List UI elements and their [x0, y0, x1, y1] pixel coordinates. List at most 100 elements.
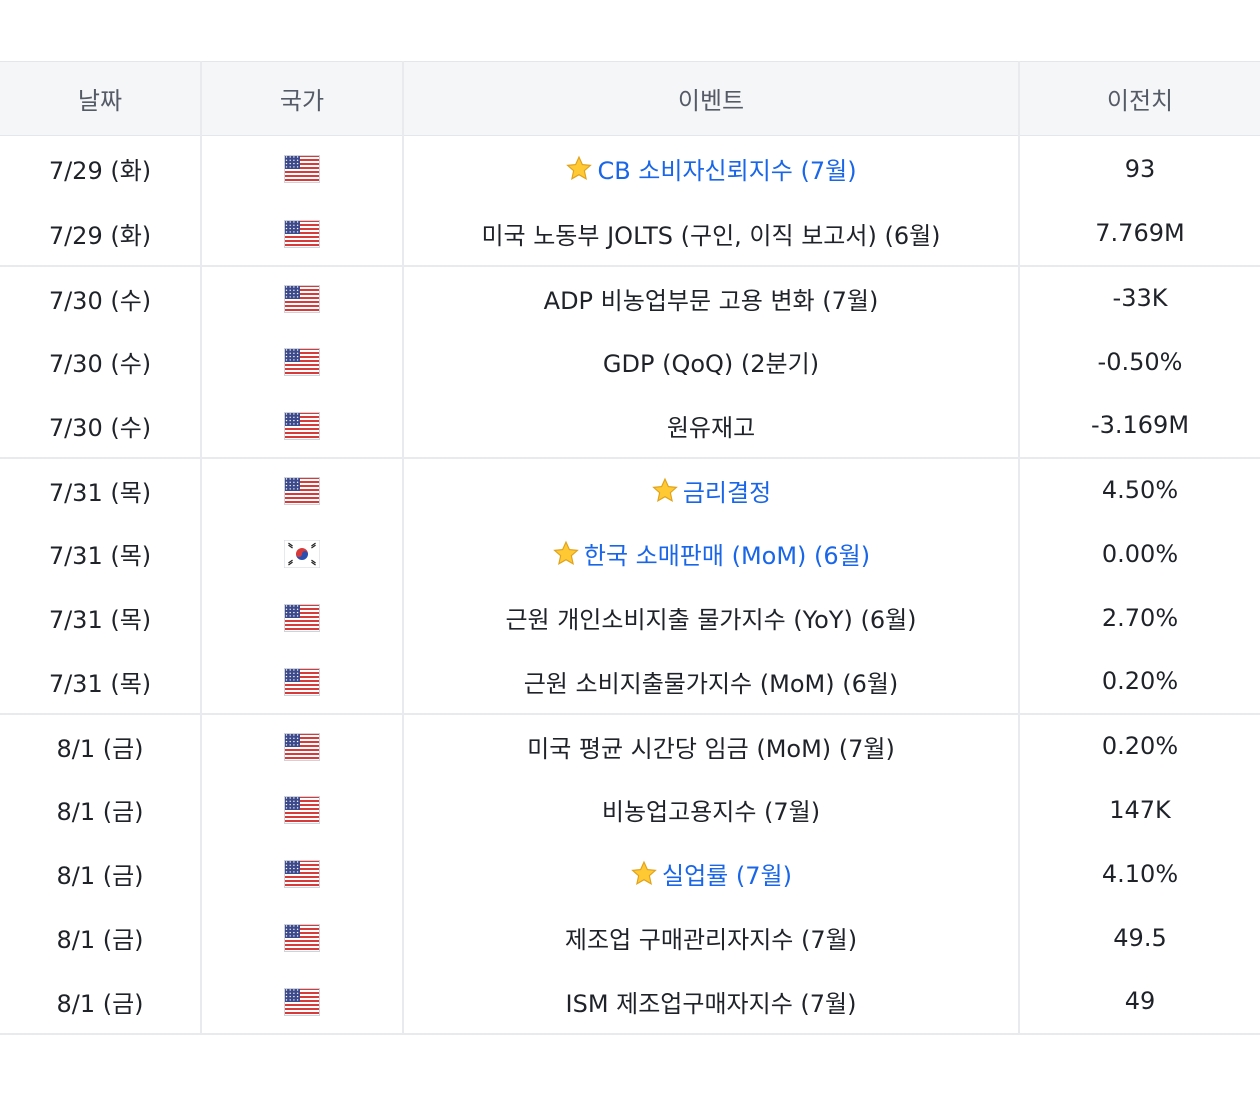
- date-cell: 8/1 (금): [0, 905, 202, 970]
- table-row[interactable]: 7/29 (화) CB 소비자신뢰지수 (7월) 93: [0, 135, 1260, 202]
- previous-value-cell: 147K: [1109, 795, 1171, 824]
- us-flag-icon: [284, 476, 320, 505]
- table-row[interactable]: 7/30 (수) ADP 비농업부문 고용 변화 (7월) -33K: [0, 264, 1260, 330]
- kr-flag-icon: [284, 540, 320, 568]
- country-cell: [201, 777, 404, 842]
- event-label: ISM 제조업구매자지수 (7월): [565, 989, 857, 1018]
- us-flag-icon: [284, 987, 320, 1016]
- date-cell: 7/29 (화): [0, 201, 202, 266]
- important-event-link[interactable]: 실업률 (7월): [662, 862, 792, 890]
- previous-value-cell: -33K: [1019, 264, 1260, 330]
- previous-value-cell: 4.10%: [1101, 859, 1179, 888]
- event-label: 원유재고: [666, 413, 756, 442]
- economic-calendar: 날짜 국가 이벤트 이전치 7/29 (화) CB 소비자신뢰지수 (7월) 93 7…: [0, 61, 1260, 1035]
- date-cell: 7/31 (목): [0, 456, 202, 522]
- table-row[interactable]: 8/1 (금) 비농업고용지수 (7월) 147K: [0, 777, 1260, 842]
- event-label: 근원 소비지출물가지수 (MoM) (6월): [523, 669, 899, 698]
- event-label: 근원 개인소비지출 물가지수 (YoY) (6월): [505, 606, 917, 634]
- event-label: 미국 노동부 JOLTS (구인, 이직 보고서) (6월): [481, 221, 941, 250]
- important-event-link[interactable]: 한국 소매판매 (MoM) (6월): [583, 542, 871, 570]
- date-cell: 7/29 (화): [0, 135, 202, 202]
- country-cell: [201, 585, 404, 650]
- previous-value-cell: 2.70%: [1101, 603, 1179, 632]
- previous-value-cell: -0.50%: [1097, 347, 1183, 376]
- date-cell: 7/31 (목): [0, 585, 202, 650]
- table-row[interactable]: 7/30 (수) GDP (QoQ) (2분기) -0.50%: [0, 329, 1260, 394]
- event-cell[interactable]: 금리결정: [403, 456, 1020, 522]
- event-cell: 제조업 구매관리자지수 (7월): [403, 905, 1020, 970]
- us-flag-icon: [284, 219, 320, 248]
- event-label: GDP (QoQ) (2분기): [602, 350, 820, 378]
- event-cell[interactable]: CB 소비자신뢰지수 (7월): [403, 135, 1020, 202]
- event-label: 미국 평균 시간당 임금 (MoM) (7월): [527, 734, 895, 763]
- date-cell: 8/1 (금): [0, 712, 202, 778]
- country-cell: [201, 649, 404, 714]
- us-flag-icon: [284, 155, 320, 184]
- date-cell: 8/1 (금): [0, 841, 202, 906]
- important-event-link[interactable]: 금리결정: [682, 478, 772, 507]
- us-flag-icon: [284, 667, 320, 696]
- table-row[interactable]: 8/1 (금) 실업률 (7월) 4.10%: [0, 841, 1260, 906]
- table-row[interactable]: 8/1 (금) 제조업 구매관리자지수 (7월) 49.5: [0, 905, 1260, 970]
- us-flag-icon: [284, 796, 320, 824]
- previous-value-cell: 0.20%: [1101, 667, 1179, 695]
- us-flag-icon: [284, 411, 320, 440]
- previous-value-cell: -3.169M: [1090, 411, 1190, 439]
- country-cell: [201, 264, 404, 330]
- header-country: 국가: [201, 61, 404, 136]
- table-row[interactable]: 7/31 (목) 근원 소비지출물가지수 (MoM) (6월) 0.20%: [0, 649, 1260, 714]
- event-cell: 근원 개인소비지출 물가지수 (YoY) (6월): [403, 585, 1020, 650]
- economic-calendar-table: 날짜 국가 이벤트 이전치 7/29 (화) CB 소비자신뢰지수 (7월) 93 7…: [0, 61, 1260, 1035]
- event-cell: 근원 소비지출물가지수 (MoM) (6월): [403, 649, 1020, 714]
- event-cell: 비농업고용지수 (7월): [403, 777, 1020, 842]
- table-row[interactable]: 7/31 (목) 근원 개인소비지출 물가지수 (YoY) (6월) 2.70%: [0, 585, 1260, 650]
- country-cell: [201, 521, 404, 586]
- event-cell[interactable]: 실업률 (7월): [403, 841, 1020, 906]
- previous-value-cell: 0.20%: [1019, 712, 1260, 778]
- previous-value-cell: 93: [1124, 154, 1156, 183]
- star-icon: [652, 477, 678, 502]
- table-row[interactable]: 8/1 (금) 미국 평균 시간당 임금 (MoM) (7월) 0.20%: [0, 712, 1260, 778]
- table-row[interactable]: 7/31 (목) 금리결정 4.50%: [0, 456, 1260, 522]
- country-cell: [201, 201, 404, 266]
- previous-value-cell: 49: [1019, 969, 1260, 1035]
- us-flag-icon: [284, 284, 320, 313]
- event-cell: 원유재고: [403, 393, 1020, 458]
- date-cell: 8/1 (금): [0, 777, 202, 842]
- country-cell: [201, 329, 404, 394]
- date-cell: 7/30 (수): [0, 329, 202, 394]
- table-row[interactable]: 7/31 (목) 한국 소매판매 (MoM) (6월) 0.00%: [0, 521, 1260, 586]
- event-label: 제조업 구매관리자지수 (7월): [564, 926, 858, 954]
- country-cell: [201, 135, 404, 202]
- table-row[interactable]: 8/1 (금) ISM 제조업구매자지수 (7월) 49: [0, 969, 1260, 1035]
- header-date: 날짜: [0, 61, 202, 136]
- previous-value-cell: 4.50%: [1019, 456, 1260, 522]
- header-event: 이벤트: [403, 61, 1020, 136]
- us-flag-icon: [284, 348, 320, 376]
- event-cell: ISM 제조업구매자지수 (7월): [403, 969, 1020, 1035]
- us-flag-icon: [284, 860, 320, 888]
- date-cell: 7/31 (목): [0, 649, 202, 714]
- date-cell: 7/30 (수): [0, 393, 202, 458]
- us-flag-icon: [284, 924, 320, 952]
- header-row: 날짜 국가 이벤트 이전치: [0, 61, 1260, 136]
- country-cell: [201, 905, 404, 970]
- country-cell: [201, 969, 404, 1035]
- star-icon: [566, 155, 593, 181]
- event-cell: ADP 비농업부문 고용 변화 (7월): [403, 264, 1020, 330]
- star-icon: [553, 540, 579, 565]
- event-cell[interactable]: 한국 소매판매 (MoM) (6월): [403, 521, 1020, 586]
- previous-value-cell: 0.00%: [1101, 539, 1179, 568]
- table-row[interactable]: 7/29 (화) 미국 노동부 JOLTS (구인, 이직 보고서) (6월) 7.…: [0, 201, 1260, 266]
- event-label: 비농업고용지수 (7월): [601, 798, 821, 826]
- important-event-link[interactable]: CB 소비자신뢰지수 (7월): [597, 157, 857, 186]
- star-icon: [631, 860, 657, 885]
- date-cell: 7/31 (목): [0, 521, 202, 586]
- us-flag-icon: [284, 604, 320, 632]
- country-cell: [201, 841, 404, 906]
- header-previous: 이전치: [1019, 61, 1260, 136]
- event-cell: 미국 노동부 JOLTS (구인, 이직 보고서) (6월): [403, 201, 1020, 266]
- table-body: 7/29 (화) CB 소비자신뢰지수 (7월) 93 7/29 (화) 미국 노동부 …: [0, 135, 1260, 1035]
- table-row[interactable]: 7/30 (수) 원유재고 -3.169M: [0, 393, 1260, 458]
- country-cell: [201, 456, 404, 522]
